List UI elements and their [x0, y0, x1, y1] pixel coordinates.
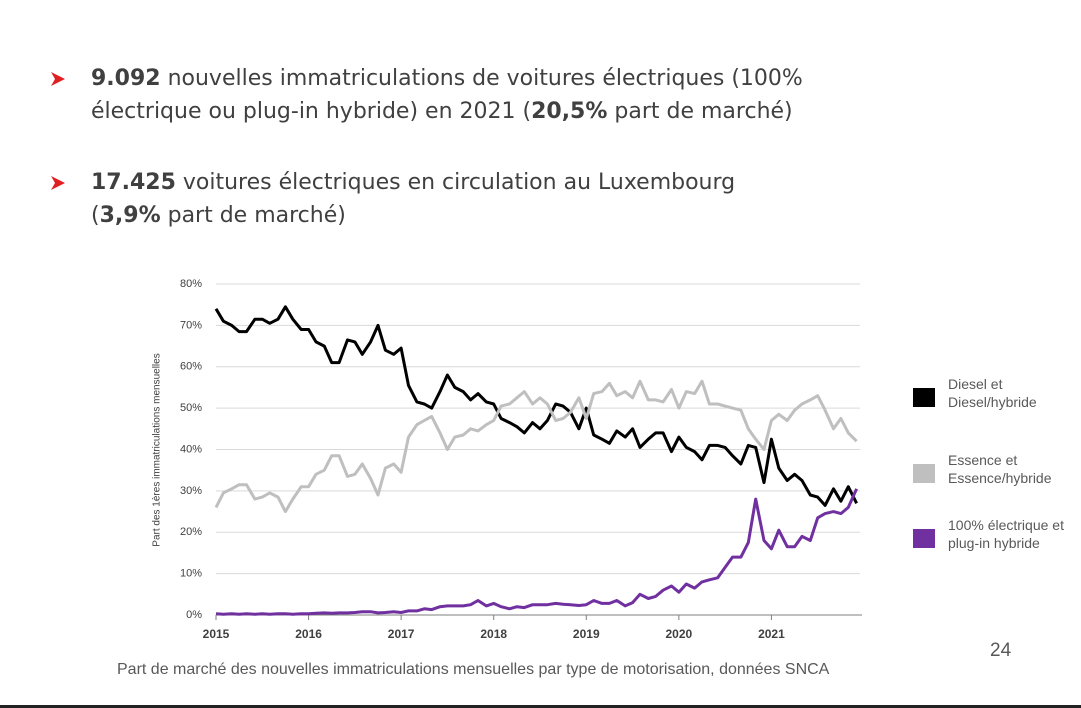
legend-swatch: [913, 388, 935, 407]
bold-number: 3,9%: [99, 203, 161, 228]
legend-label: Diesel et Diesel/hybride: [948, 376, 1037, 410]
legend-label: Essence et Essence/hybride: [948, 452, 1052, 486]
y-tick-label: 60%: [180, 361, 202, 373]
legend-swatch: [913, 464, 935, 483]
y-tick-label: 50%: [180, 402, 202, 414]
x-tick-label: 2018: [480, 627, 507, 641]
bullet-arrow: [51, 176, 65, 190]
series-line: [214, 305, 858, 507]
bold-number: 17.425: [91, 170, 176, 195]
y-tick-label: 80%: [180, 278, 202, 290]
series-line: [214, 379, 858, 514]
x-tick-label: 2015: [203, 627, 230, 641]
y-axis-label: Part des 1ères immatriculations mensuell…: [152, 353, 163, 546]
page-number: 24: [990, 640, 1012, 661]
caption: Part de marché des nouvelles immatricula…: [117, 661, 830, 678]
y-tick-label: 40%: [180, 443, 202, 455]
y-tick-label: 70%: [180, 319, 202, 331]
bullet-arrow: [51, 72, 65, 86]
bold-number: 20,5%: [531, 99, 608, 124]
legend-label: 100% électrique et plug-in hybride: [948, 517, 1064, 551]
y-tick-label: 0%: [186, 609, 202, 621]
bullet-1: 9.092 nouvelles immatriculations de voit…: [91, 62, 851, 128]
text: part de marché): [160, 203, 346, 228]
y-tick-label: 30%: [180, 485, 202, 497]
x-tick-label: 2019: [573, 627, 600, 641]
x-tick-label: 2017: [388, 627, 415, 641]
y-tick-label: 20%: [180, 526, 202, 538]
text: voitures électriques en circulation au L…: [91, 170, 736, 228]
text: nouvelles immatriculations de voitures é…: [91, 66, 803, 124]
bullet-2: 17.425 voitures électriques en circulati…: [91, 166, 771, 232]
bold-number: 9.092: [91, 66, 161, 91]
x-tick-label: 2020: [666, 627, 693, 641]
y-tick-label: 10%: [180, 568, 202, 580]
bottom-rule: [0, 705, 1081, 708]
legend-swatch: [913, 529, 935, 548]
x-tick-label: 2016: [295, 627, 322, 641]
text: part de marché): [607, 99, 793, 124]
x-tick-label: 2021: [758, 627, 785, 641]
series-line: [215, 488, 858, 616]
